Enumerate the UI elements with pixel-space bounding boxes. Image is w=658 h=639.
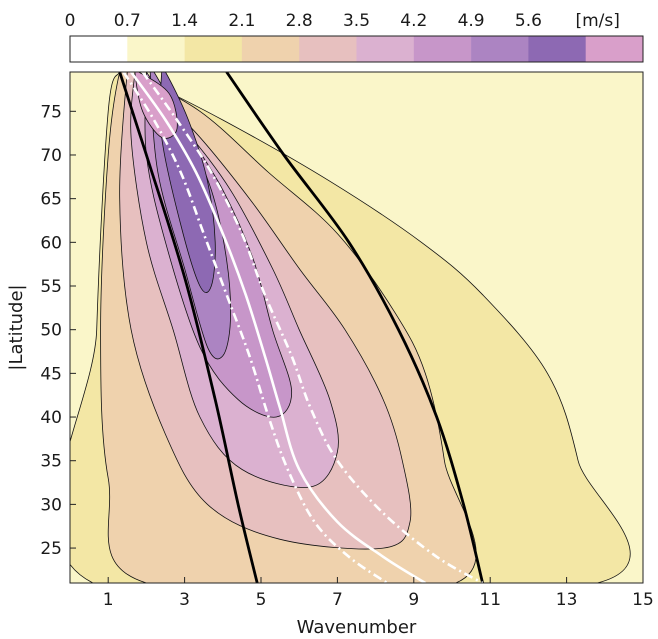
- x-tick-label: 3: [179, 590, 190, 610]
- filled-contour-regions: [70, 72, 631, 583]
- colorbar-swatch: [127, 36, 185, 62]
- colorbar-swatch: [356, 36, 415, 62]
- colorbar-tick-label: 1.4: [171, 11, 198, 31]
- y-tick-label: 75: [40, 102, 62, 122]
- x-tick-label: 9: [408, 590, 419, 610]
- colorbar-tick-label: 2.1: [228, 11, 255, 31]
- x-axis-ticks: 1 3 5 7 9 11 13 15: [103, 577, 654, 610]
- y-tick-label: 30: [40, 495, 62, 515]
- y-tick-label: 55: [40, 277, 62, 297]
- x-axis-title: Wavenumber: [297, 617, 417, 638]
- black-curve-2: [225, 72, 484, 583]
- white-dashdot-curve-2: [122, 72, 388, 583]
- colorbar-swatch: [299, 36, 357, 62]
- x-tick-label: 7: [332, 590, 343, 610]
- colorbar-swatch: [528, 36, 586, 62]
- y-axis-title: |Latitude|: [6, 284, 27, 370]
- y-tick-label: 60: [40, 233, 62, 253]
- colorbar-unit-label: [m/s]: [575, 11, 619, 31]
- x-tick-label: 13: [556, 590, 578, 610]
- white-solid-curve-1: [130, 72, 426, 583]
- colorbar-swatch: [241, 36, 300, 62]
- colorbar-swatch: [585, 36, 644, 62]
- colorbar-frame: [69, 35, 644, 63]
- x-tick-label: 5: [256, 590, 267, 610]
- colorbar-tick-labels: 0 0.7 1.4 2.1 2.8 3.5 4.2 4.9 5.6: [65, 11, 542, 31]
- colorbar-tick-label: 0.7: [114, 11, 141, 31]
- y-tick-label: 40: [40, 408, 62, 428]
- y-axis-ticks: 25 30 35 40 45 50 55 60 65 70 75: [40, 102, 76, 559]
- x-tick-label: 1: [103, 590, 114, 610]
- colorbar-swatch: [70, 36, 128, 62]
- colorbar-tick-label: 3.5: [343, 11, 370, 31]
- y-tick-label: 65: [40, 190, 62, 210]
- colorbar-tick-label: 2.8: [286, 11, 313, 31]
- y-tick-label: 35: [40, 452, 62, 472]
- colorbar-tick-label: 4.9: [458, 11, 485, 31]
- colorbar-swatch: [184, 36, 243, 62]
- colorbar-tick-label: 4.2: [400, 11, 427, 31]
- x-tick-label: 15: [632, 590, 654, 610]
- colorbar-tick-label: 5.6: [515, 11, 542, 31]
- white-dashdot-curve-3: [141, 72, 484, 583]
- colorbar-tick-label: 0: [65, 11, 76, 31]
- colorbar-swatch: [471, 36, 529, 62]
- y-tick-label: 50: [40, 321, 62, 341]
- y-tick-label: 45: [40, 364, 62, 384]
- colorbar: [69, 35, 644, 63]
- x-tick-label: 11: [479, 590, 501, 610]
- y-tick-label: 70: [40, 146, 62, 166]
- overlay-curves: [118, 72, 484, 583]
- plot-frame: [69, 71, 644, 584]
- y-tick-label: 25: [40, 539, 62, 559]
- colorbar-swatch: [413, 36, 472, 62]
- black-curve-1: [118, 72, 259, 583]
